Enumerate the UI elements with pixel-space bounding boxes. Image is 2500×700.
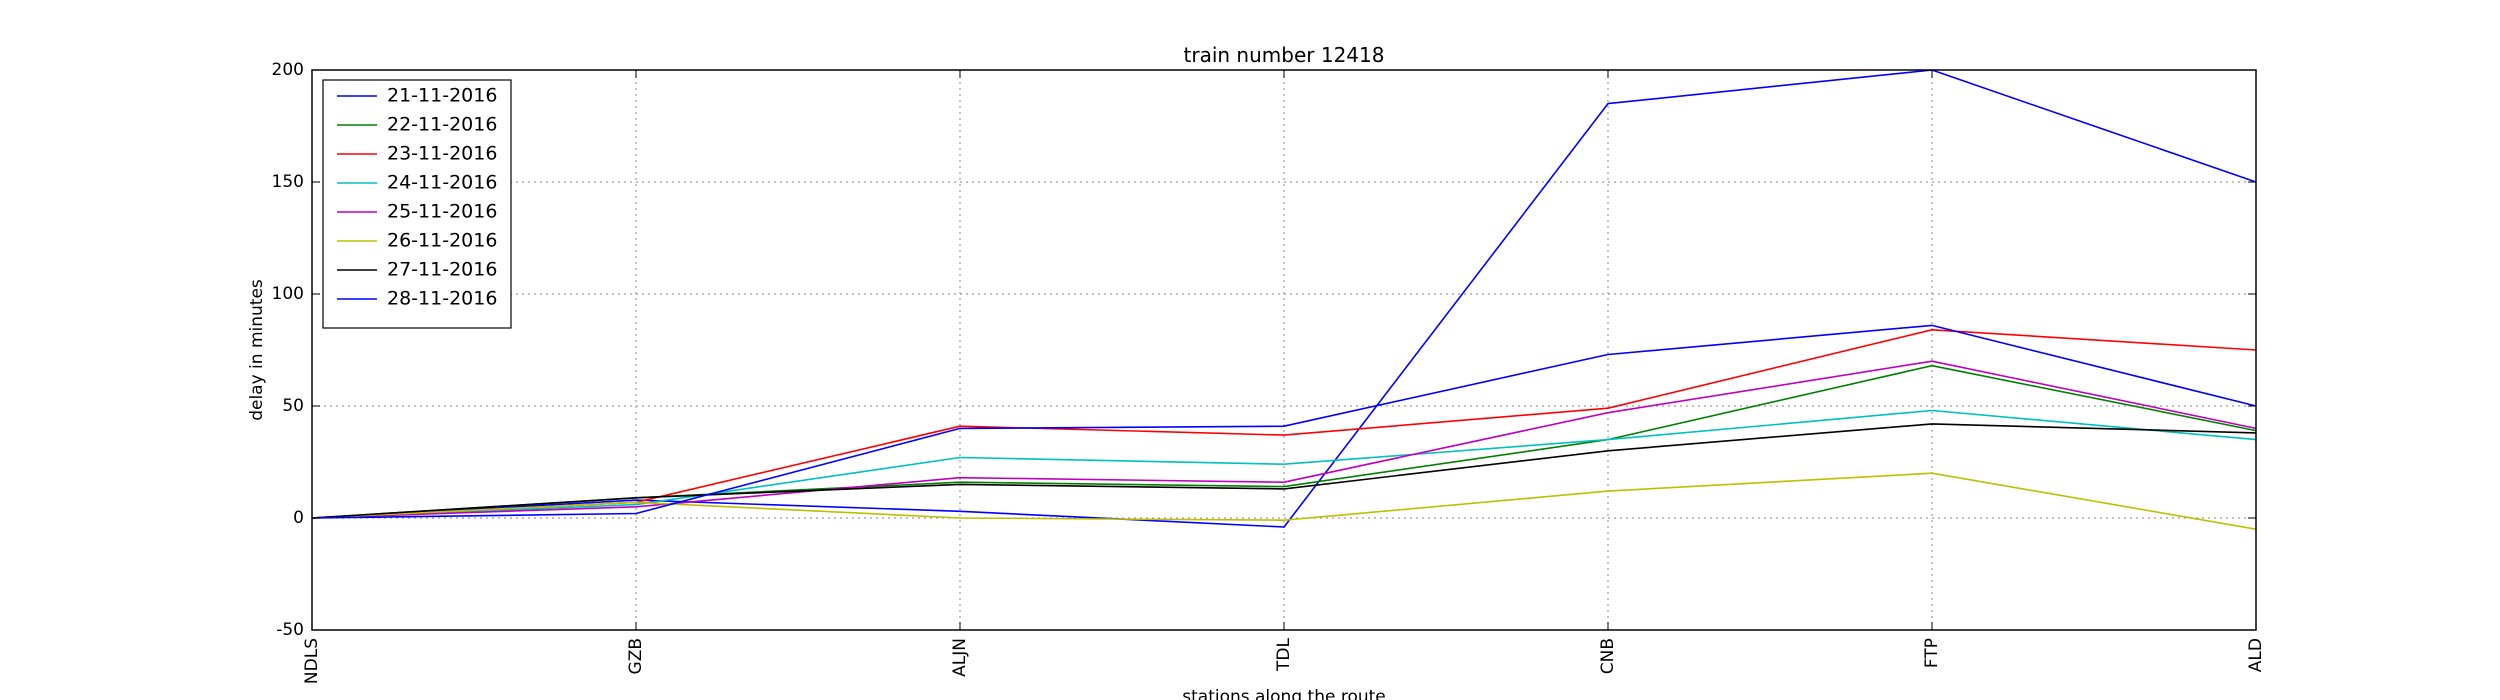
x-tick-label: NDLS [302, 638, 322, 684]
y-tick-label: 100 [272, 284, 304, 304]
legend: 21-11-2016 22-11-2016 23-11-2016 24-11-2016… [322, 79, 512, 329]
legend-label: 25-11-2016 [387, 201, 497, 223]
series-lines [311, 69, 2257, 530]
legend-label: 28-11-2016 [387, 288, 497, 310]
series-line-27-11-2016 [311, 423, 2257, 519]
x-tick-label: TDL [1274, 637, 1294, 671]
y-tick-label: 0 [293, 508, 304, 528]
x-tick-label: GZB [626, 638, 646, 674]
y-tick-label: 150 [272, 172, 304, 192]
legend-box [322, 79, 512, 329]
y-axis-label: delay in minutes [247, 279, 267, 421]
legend-label: 23-11-2016 [387, 143, 497, 165]
x-tick-label: CNB [1598, 638, 1618, 674]
x-tick-label: FTP [1922, 638, 1942, 668]
chart-title: train number 12418 [1184, 43, 1385, 67]
y-tick-label: 50 [282, 396, 304, 416]
legend-label: 22-11-2016 [387, 114, 497, 136]
x-tick-label: ALJN [950, 638, 970, 677]
x-axis-label: stations along the route [1182, 687, 1386, 700]
legend-label: 26-11-2016 [387, 230, 497, 252]
legend-label: 21-11-2016 [387, 85, 497, 107]
x-tick-label: ALD [2246, 638, 2266, 672]
series-line-24-11-2016 [311, 409, 2257, 519]
series-line-26-11-2016 [311, 472, 2257, 530]
legend-label: 24-11-2016 [387, 172, 497, 194]
axis-ticks: NDLS GZB ALJN TDL CNB FTP ALD -50 0 50 100 150 200 [272, 60, 2266, 684]
y-tick-label: 200 [272, 60, 304, 80]
series-line-28-11-2016 [311, 324, 2257, 519]
series-line-25-11-2016 [311, 360, 2257, 519]
legend-label: 27-11-2016 [387, 259, 497, 281]
grid-lines [312, 70, 2256, 630]
y-tick-label: -50 [276, 620, 304, 640]
